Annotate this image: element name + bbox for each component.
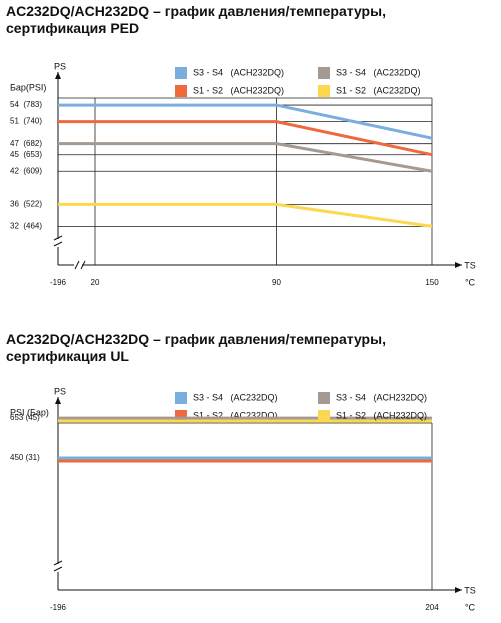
y-axis-unit: Бар(PSI) <box>10 82 46 92</box>
y-tick-label: 32 (464) <box>10 222 42 231</box>
x-axis-label: TS <box>464 585 476 595</box>
legend-label: S1 - S2 (ACH232DQ) <box>193 85 284 95</box>
legend-swatch <box>318 67 330 79</box>
axis-break-gap <box>74 261 82 269</box>
legend-swatch <box>318 85 330 97</box>
y-tick-label: 653 (45) <box>10 413 40 422</box>
y-tick-label: 450 (31) <box>10 453 40 462</box>
x-axis-arrow <box>455 262 462 268</box>
legend-swatch <box>318 392 330 404</box>
series-line <box>58 120 433 157</box>
axis-break <box>53 560 63 572</box>
series-line <box>58 103 433 140</box>
legend-label: S3 - S4 (ACH232DQ) <box>193 67 284 77</box>
legend-swatch <box>175 67 187 79</box>
y-tick-label: 36 (522) <box>10 199 42 208</box>
y-tick-label: 54 (783) <box>10 100 42 109</box>
x-axis-unit: °C <box>465 602 476 612</box>
axis-break-gap <box>54 564 62 572</box>
legend-label: S3 - S4 (AC232DQ) <box>193 392 278 402</box>
x-tick-label: 150 <box>425 278 439 287</box>
y-axis-arrow <box>55 72 61 79</box>
legend-label: S1 - S2 (AC232DQ) <box>336 85 421 95</box>
x-tick-label: -196 <box>50 603 67 612</box>
chart-title: AC232DQ/ACH232DQ – график давления/темпе… <box>6 331 386 364</box>
legend-label: S1 - S2 (AC232DQ) <box>193 410 278 420</box>
legend-swatch <box>175 392 187 404</box>
y-tick-label: 51 (740) <box>10 117 42 126</box>
legend-swatch <box>175 85 187 97</box>
y-axis-label: PS <box>54 61 66 71</box>
y-axis-unit: PSI (Бар) <box>10 407 49 417</box>
x-tick-label: -196 <box>50 278 67 287</box>
x-axis-label: TS <box>464 260 476 270</box>
axis-break <box>53 235 63 247</box>
x-axis-arrow <box>455 587 462 593</box>
legend-label: S3 - S4 (AC232DQ) <box>336 67 421 77</box>
y-axis-arrow <box>55 397 61 404</box>
legend-label: S1 - S2 (ACH232DQ) <box>336 410 427 420</box>
legend-label: S3 - S4 (ACH232DQ) <box>336 392 427 402</box>
axis-break-gap <box>54 239 62 247</box>
y-tick-label: 45 (653) <box>10 150 42 159</box>
axis-break <box>74 260 86 270</box>
x-tick-label: 90 <box>272 278 281 287</box>
x-tick-label: 20 <box>91 278 100 287</box>
y-tick-label: 47 (682) <box>10 139 42 148</box>
chart-title: AC232DQ/ACH232DQ – график давления/темпе… <box>6 3 386 36</box>
legend-swatch <box>318 410 330 422</box>
series-line <box>58 202 433 228</box>
series-line <box>58 142 433 173</box>
y-tick-label: 42 (609) <box>10 166 42 175</box>
x-tick-label: 204 <box>425 603 439 612</box>
x-axis-unit: °C <box>465 277 476 287</box>
y-axis-label: PS <box>54 386 66 396</box>
